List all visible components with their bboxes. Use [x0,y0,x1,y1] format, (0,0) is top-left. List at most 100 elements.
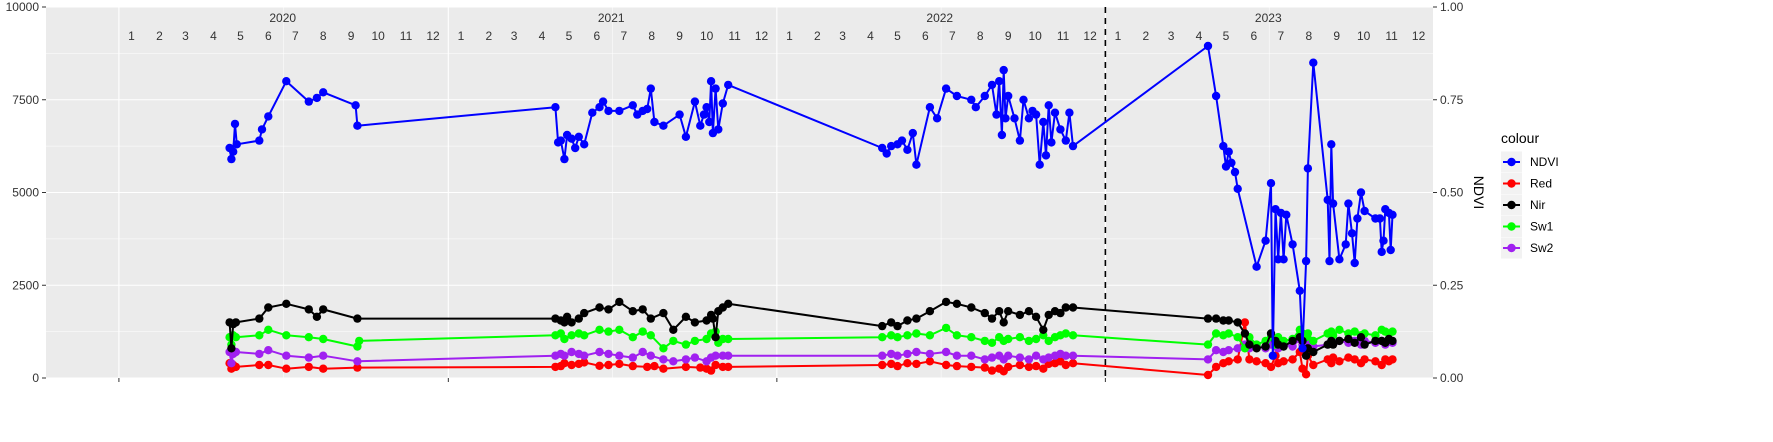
month-label: 2 [485,29,492,43]
data-point-red [615,359,624,369]
data-point-ndvi [1044,101,1053,110]
data-point-ndvi [699,110,709,119]
data-point-ndvi [932,114,942,123]
data-point-nir [282,299,291,308]
data-point-nir [893,321,902,331]
data-point-sw1 [231,333,241,342]
month-label: 8 [1305,29,1312,43]
data-point-ndvi [992,110,1001,119]
data-point-sw2 [967,351,976,360]
data-point-nir [628,307,637,316]
data-point-red [1015,360,1025,370]
data-point-ndvi [230,119,240,129]
data-point-ndvi [1230,167,1240,177]
data-point-sw2 [615,351,624,360]
data-point-sw2 [560,351,569,360]
data-point-ndvi [1344,199,1353,208]
data-point-sw1 [646,331,655,340]
data-point-nir [1360,340,1369,349]
data-point-ndvi [1068,141,1078,151]
data-point-ndvi [556,136,565,145]
data-point-nir [1350,338,1359,347]
legend-item-sw1: Sw1 [1501,216,1554,237]
data-point-ndvi [1268,351,1278,360]
data-point-ndvi [1047,138,1056,147]
data-point-nir [1211,314,1221,323]
month-label: 2 [156,29,163,43]
data-point-ndvi [1050,108,1060,117]
data-point-nir [711,333,720,342]
data-point-ndvi [1224,147,1233,156]
month-label: 2 [1143,29,1150,43]
month-label: 12 [426,29,440,43]
data-point-ndvi [551,103,560,112]
data-point-nir [1233,318,1242,327]
data-point-nir [659,308,668,318]
data-point-ndvi [560,154,569,164]
data-point-ndvi [1379,236,1388,245]
data-point-nir [708,314,718,323]
month-label: 11 [1385,29,1398,43]
month-label: 9 [676,29,683,43]
data-point-ndvi [643,104,652,114]
data-point-ndvi [1375,214,1385,223]
month-label: 6 [265,29,272,43]
year-label: 2022 [926,11,953,25]
data-point-red [1068,359,1078,368]
data-point-nir [1388,336,1397,346]
data-point-ndvi [628,101,637,110]
data-point-red [696,363,705,372]
month-label: 9 [1005,29,1012,43]
data-point-red [255,360,264,370]
data-point-sw1 [560,334,569,344]
data-point-sw2 [1024,355,1034,364]
y-left-tick-label: 2500 [12,278,39,292]
data-point-ndvi [567,134,576,143]
data-point-sw2 [1031,351,1041,360]
data-point-ndvi [724,80,733,90]
data-point-sw1 [941,323,951,333]
data-point-ndvi [1252,262,1261,271]
data-point-nir [1031,312,1041,321]
data-point-ndvi [1356,188,1366,197]
data-point-ndvi [1004,91,1013,101]
data-point-red [1240,318,1250,327]
data-point-ndvi [615,106,624,116]
data-point-sw2 [353,357,362,366]
data-point-ndvi [351,101,360,110]
data-point-sw1 [878,333,887,342]
month-label: 4 [210,29,217,43]
data-point-red [941,360,951,370]
data-point-sw2 [646,351,655,360]
data-point-sw1 [615,325,624,334]
data-point-red [659,364,668,373]
data-point-red [912,359,921,369]
y-right-tick-label: 0.50 [1440,186,1464,200]
data-point-nir [1061,303,1071,312]
data-point-sw1 [1224,329,1233,338]
data-point-red [711,360,720,370]
data-point-sw1 [912,329,921,338]
data-point-ndvi [705,117,714,127]
legend: colour NDVI Red Nir Sw1 Sw2 [1501,130,1559,259]
data-point-sw1 [1015,333,1025,342]
month-label: 7 [292,29,299,43]
month-label: 6 [1251,29,1258,43]
month-label: 9 [1333,29,1340,43]
data-point-ndvi [702,103,711,112]
data-point-ndvi [980,91,989,101]
data-point-red [304,362,313,372]
data-point-red [1245,355,1254,364]
data-point-nir [952,299,962,308]
data-point-ndvi [1298,344,1307,353]
data-point-sw2 [304,353,313,362]
data-point-ndvi [1061,136,1071,145]
data-point-red [1224,357,1233,366]
data-point-sw1 [980,336,989,346]
y-right-tick-label: 0.75 [1440,93,1464,107]
year-labels: 2020 2021 2022 2023 [269,11,1282,25]
data-point-sw2 [724,351,733,360]
data-point-nir [615,297,624,307]
data-point-ndvi [941,84,951,93]
data-point-ndvi [255,136,264,145]
